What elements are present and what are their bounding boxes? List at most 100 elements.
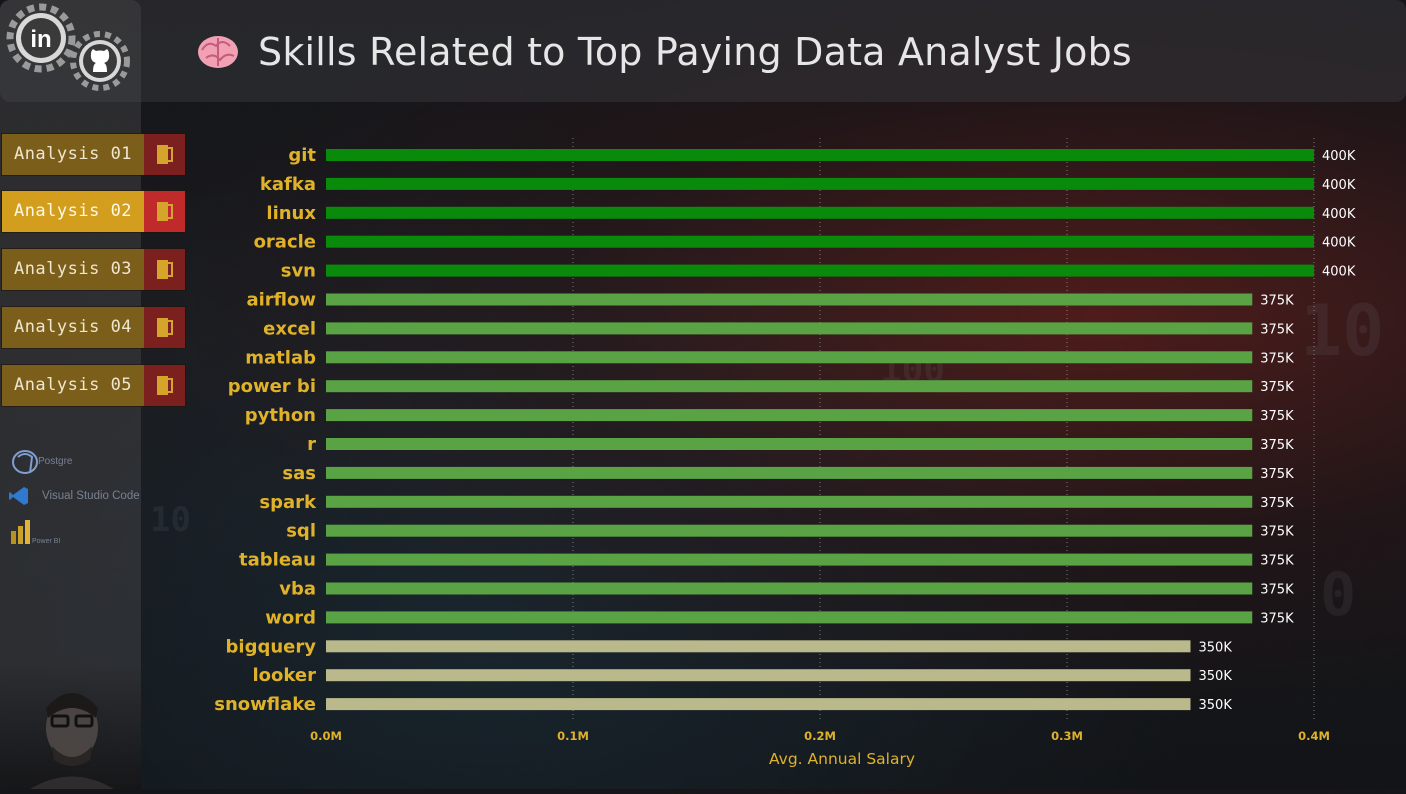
data-label: 350K bbox=[1199, 698, 1233, 713]
data-label: 375K bbox=[1260, 380, 1294, 395]
data-label: 375K bbox=[1260, 467, 1294, 482]
bar-r[interactable] bbox=[326, 438, 1253, 450]
nav-button-analysis-02[interactable]: Analysis 02 bbox=[1, 190, 186, 233]
chart-data-labels: 400K 400K 400K 400K 400K 375K 375K 375K 375K 375K… bbox=[1199, 149, 1356, 713]
bar-oracle[interactable] bbox=[326, 235, 1314, 248]
data-label: 375K bbox=[1260, 554, 1294, 569]
exit-door-icon bbox=[144, 307, 185, 348]
tool-label-powerbi: Power BI bbox=[32, 538, 61, 545]
bar-kafka[interactable] bbox=[326, 177, 1314, 190]
svg-text:in: in bbox=[30, 26, 51, 53]
category-label: spark bbox=[259, 492, 317, 513]
data-label: 375K bbox=[1260, 611, 1294, 626]
vscode-icon bbox=[9, 487, 28, 505]
sidebar: in Analysis 01 Analysis 02 Analysis 03 Anal… bbox=[0, 0, 186, 789]
data-label: 375K bbox=[1260, 525, 1294, 540]
nav-button-label: Analysis 02 bbox=[2, 191, 144, 232]
category-label: excel bbox=[263, 318, 316, 339]
data-label: 375K bbox=[1260, 409, 1294, 424]
category-label: svn bbox=[281, 261, 316, 282]
nav-button-label: Analysis 04 bbox=[2, 307, 144, 348]
data-label: 375K bbox=[1260, 294, 1294, 309]
category-label: sas bbox=[282, 463, 316, 484]
nav-button-analysis-01[interactable]: Analysis 01 bbox=[1, 133, 186, 176]
x-tick-label: 0.3M bbox=[1051, 729, 1083, 743]
data-label: 400K bbox=[1322, 265, 1356, 280]
category-label: word bbox=[265, 607, 316, 628]
category-label: matlab bbox=[245, 347, 316, 368]
bar-spark[interactable] bbox=[326, 495, 1253, 508]
header-bar: Skills Related to Top Paying Data Analys… bbox=[0, 0, 1406, 102]
bar-sql[interactable] bbox=[326, 524, 1253, 537]
bar-excel[interactable] bbox=[326, 322, 1253, 335]
nav-button-analysis-03[interactable]: Analysis 03 bbox=[1, 248, 186, 291]
category-label: git bbox=[288, 145, 316, 166]
bar-word[interactable] bbox=[326, 611, 1253, 624]
postgresql-icon bbox=[12, 450, 38, 474]
nav-button-label: Analysis 03 bbox=[2, 249, 144, 290]
bar-python[interactable] bbox=[326, 409, 1253, 422]
bar-power-bi[interactable] bbox=[326, 380, 1253, 393]
category-label: tableau bbox=[239, 550, 316, 571]
page-title: Skills Related to Top Paying Data Analys… bbox=[258, 30, 1132, 74]
x-tick-label: 0.2M bbox=[804, 729, 836, 743]
category-label: bigquery bbox=[226, 636, 317, 657]
bar-linux[interactable] bbox=[326, 206, 1314, 219]
bar-sas[interactable] bbox=[326, 466, 1253, 479]
chart-bars bbox=[326, 149, 1314, 711]
bar-git[interactable] bbox=[326, 149, 1314, 161]
data-label: 350K bbox=[1199, 669, 1233, 684]
category-label: r bbox=[307, 434, 316, 455]
exit-door-icon bbox=[144, 191, 185, 232]
data-label: 400K bbox=[1322, 149, 1356, 164]
exit-door-icon bbox=[144, 365, 185, 406]
chart-gridlines bbox=[572, 138, 1315, 722]
data-label: 375K bbox=[1260, 322, 1294, 337]
data-label: 400K bbox=[1322, 207, 1356, 222]
x-tick-label: 0.4M bbox=[1298, 729, 1330, 743]
background-digits: 10 bbox=[150, 500, 191, 540]
chart-x-ticks: 0.0M 0.1M 0.2M 0.3M 0.4M bbox=[310, 729, 1330, 743]
category-label: looker bbox=[253, 665, 317, 686]
category-label: oracle bbox=[254, 232, 316, 253]
category-label: vba bbox=[279, 579, 316, 600]
bar-bigquery[interactable] bbox=[326, 640, 1191, 653]
data-label: 400K bbox=[1322, 178, 1356, 193]
nav-button-label: Analysis 05 bbox=[2, 365, 144, 406]
bar-svn[interactable] bbox=[326, 264, 1314, 277]
exit-door-icon bbox=[144, 249, 185, 290]
data-label: 375K bbox=[1260, 438, 1294, 453]
category-label: python bbox=[245, 405, 316, 426]
brain-icon bbox=[198, 36, 238, 68]
bar-vba[interactable] bbox=[326, 582, 1253, 595]
bar-snowflake[interactable] bbox=[326, 698, 1191, 711]
nav-button-analysis-05[interactable]: Analysis 05 bbox=[1, 364, 186, 407]
bar-matlab[interactable] bbox=[326, 351, 1253, 364]
tool-label-postgre: Postgre bbox=[38, 456, 73, 467]
tool-label-vscode: Visual Studio Code bbox=[42, 490, 140, 502]
bar-tableau[interactable] bbox=[326, 553, 1253, 566]
category-label: airflow bbox=[246, 290, 316, 311]
data-label: 400K bbox=[1322, 236, 1356, 251]
category-label: linux bbox=[266, 203, 316, 224]
x-tick-label: 0.0M bbox=[310, 729, 342, 743]
background-digits: 0 bbox=[1320, 560, 1357, 630]
category-label: kafka bbox=[260, 174, 316, 195]
chart-category-labels: git kafka linux oracle svn airflow excel matlab… bbox=[214, 145, 317, 715]
x-tick-label: 0.1M bbox=[557, 729, 589, 743]
bar-looker[interactable] bbox=[326, 669, 1191, 682]
x-axis-label: Avg. Annual Salary bbox=[769, 750, 915, 768]
category-label: snowflake bbox=[214, 694, 316, 715]
nav-button-analysis-04[interactable]: Analysis 04 bbox=[1, 306, 186, 349]
github-icon[interactable] bbox=[69, 30, 131, 92]
nav-button-label: Analysis 01 bbox=[2, 134, 144, 175]
category-label: sql bbox=[286, 521, 316, 542]
category-label: power bi bbox=[228, 376, 316, 397]
bar-airflow[interactable] bbox=[326, 293, 1253, 306]
data-label: 375K bbox=[1260, 496, 1294, 511]
powerbi-icon bbox=[11, 520, 30, 544]
linkedin-icon[interactable]: in bbox=[6, 3, 76, 73]
data-label: 375K bbox=[1260, 583, 1294, 598]
exit-door-icon bbox=[144, 134, 185, 175]
